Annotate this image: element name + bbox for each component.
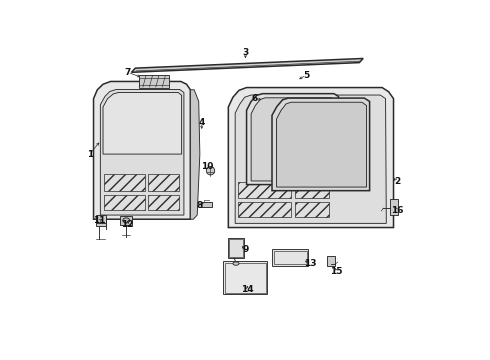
- Polygon shape: [190, 90, 200, 219]
- Bar: [104, 195, 145, 210]
- Text: 7: 7: [124, 68, 131, 77]
- Bar: [139, 75, 170, 87]
- Text: 15: 15: [330, 267, 343, 276]
- Bar: [222, 261, 268, 294]
- Polygon shape: [100, 90, 184, 215]
- Text: 4: 4: [198, 118, 205, 127]
- Text: 1: 1: [87, 150, 93, 158]
- Text: 8: 8: [196, 201, 203, 210]
- Bar: [120, 216, 132, 225]
- Polygon shape: [251, 98, 336, 181]
- Bar: [201, 202, 212, 207]
- Text: 6: 6: [252, 94, 258, 103]
- Ellipse shape: [233, 262, 239, 265]
- Text: 12: 12: [122, 220, 134, 229]
- Polygon shape: [246, 94, 339, 185]
- Text: 2: 2: [394, 177, 400, 186]
- Text: 9: 9: [242, 245, 248, 254]
- Text: 14: 14: [241, 285, 254, 294]
- Bar: [238, 182, 291, 198]
- Bar: [390, 199, 398, 215]
- Ellipse shape: [123, 218, 130, 223]
- Bar: [273, 251, 307, 264]
- Ellipse shape: [206, 167, 215, 175]
- Polygon shape: [131, 58, 363, 72]
- Polygon shape: [235, 95, 386, 223]
- Bar: [148, 195, 179, 210]
- Bar: [224, 263, 266, 293]
- Polygon shape: [103, 93, 182, 154]
- Bar: [228, 238, 245, 258]
- Text: 3: 3: [242, 48, 248, 57]
- Polygon shape: [276, 102, 367, 187]
- Text: 10: 10: [201, 162, 214, 171]
- Bar: [96, 215, 106, 226]
- Bar: [229, 239, 243, 257]
- Bar: [148, 174, 179, 191]
- Text: 5: 5: [303, 71, 309, 80]
- Bar: [104, 174, 145, 191]
- Bar: [295, 202, 329, 217]
- Bar: [272, 249, 308, 266]
- Bar: [295, 182, 329, 198]
- Bar: [238, 202, 291, 217]
- Text: 11: 11: [93, 216, 105, 225]
- Bar: [327, 256, 336, 266]
- Polygon shape: [228, 87, 393, 228]
- Polygon shape: [94, 81, 190, 219]
- Polygon shape: [272, 98, 369, 191]
- Text: 13: 13: [304, 259, 316, 268]
- Text: 16: 16: [391, 206, 404, 215]
